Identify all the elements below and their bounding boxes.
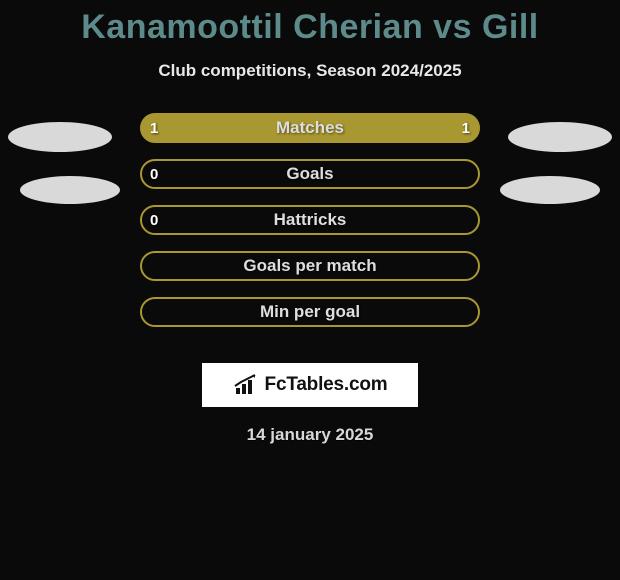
stat-right-value: 1 xyxy=(462,120,470,137)
stat-left-value: 1 xyxy=(150,120,158,137)
stat-row: 0 Goals xyxy=(0,159,620,205)
brand-name: FcTables.com xyxy=(265,374,388,396)
stat-label: Hattricks xyxy=(274,210,347,230)
stat-label: Min per goal xyxy=(260,302,360,322)
date-label: 14 january 2025 xyxy=(0,425,620,445)
stat-bar-hattricks: 0 Hattricks xyxy=(140,205,480,235)
stat-row: Goals per match xyxy=(0,251,620,297)
stat-label: Goals xyxy=(286,164,333,184)
page-title: Kanamoottil Cherian vs Gill xyxy=(0,0,620,47)
brand-chart-icon xyxy=(233,374,259,396)
stat-bar-goals-per-match: Goals per match xyxy=(140,251,480,281)
subtitle: Club competitions, Season 2024/2025 xyxy=(0,61,620,81)
stat-left-value: 0 xyxy=(150,166,158,183)
stat-row: Min per goal xyxy=(0,297,620,343)
brand-badge: FcTables.com xyxy=(202,363,418,407)
stats-rows: 1 Matches 1 0 Goals 0 Hattricks Goals pe… xyxy=(0,113,620,343)
stat-bar-matches: 1 Matches 1 xyxy=(140,113,480,143)
stat-row: 0 Hattricks xyxy=(0,205,620,251)
stat-bar-min-per-goal: Min per goal xyxy=(140,297,480,327)
stat-left-value: 0 xyxy=(150,212,158,229)
stat-label: Goals per match xyxy=(243,256,376,276)
stat-row: 1 Matches 1 xyxy=(0,113,620,159)
stat-bar-goals: 0 Goals xyxy=(140,159,480,189)
stat-label: Matches xyxy=(276,118,344,138)
